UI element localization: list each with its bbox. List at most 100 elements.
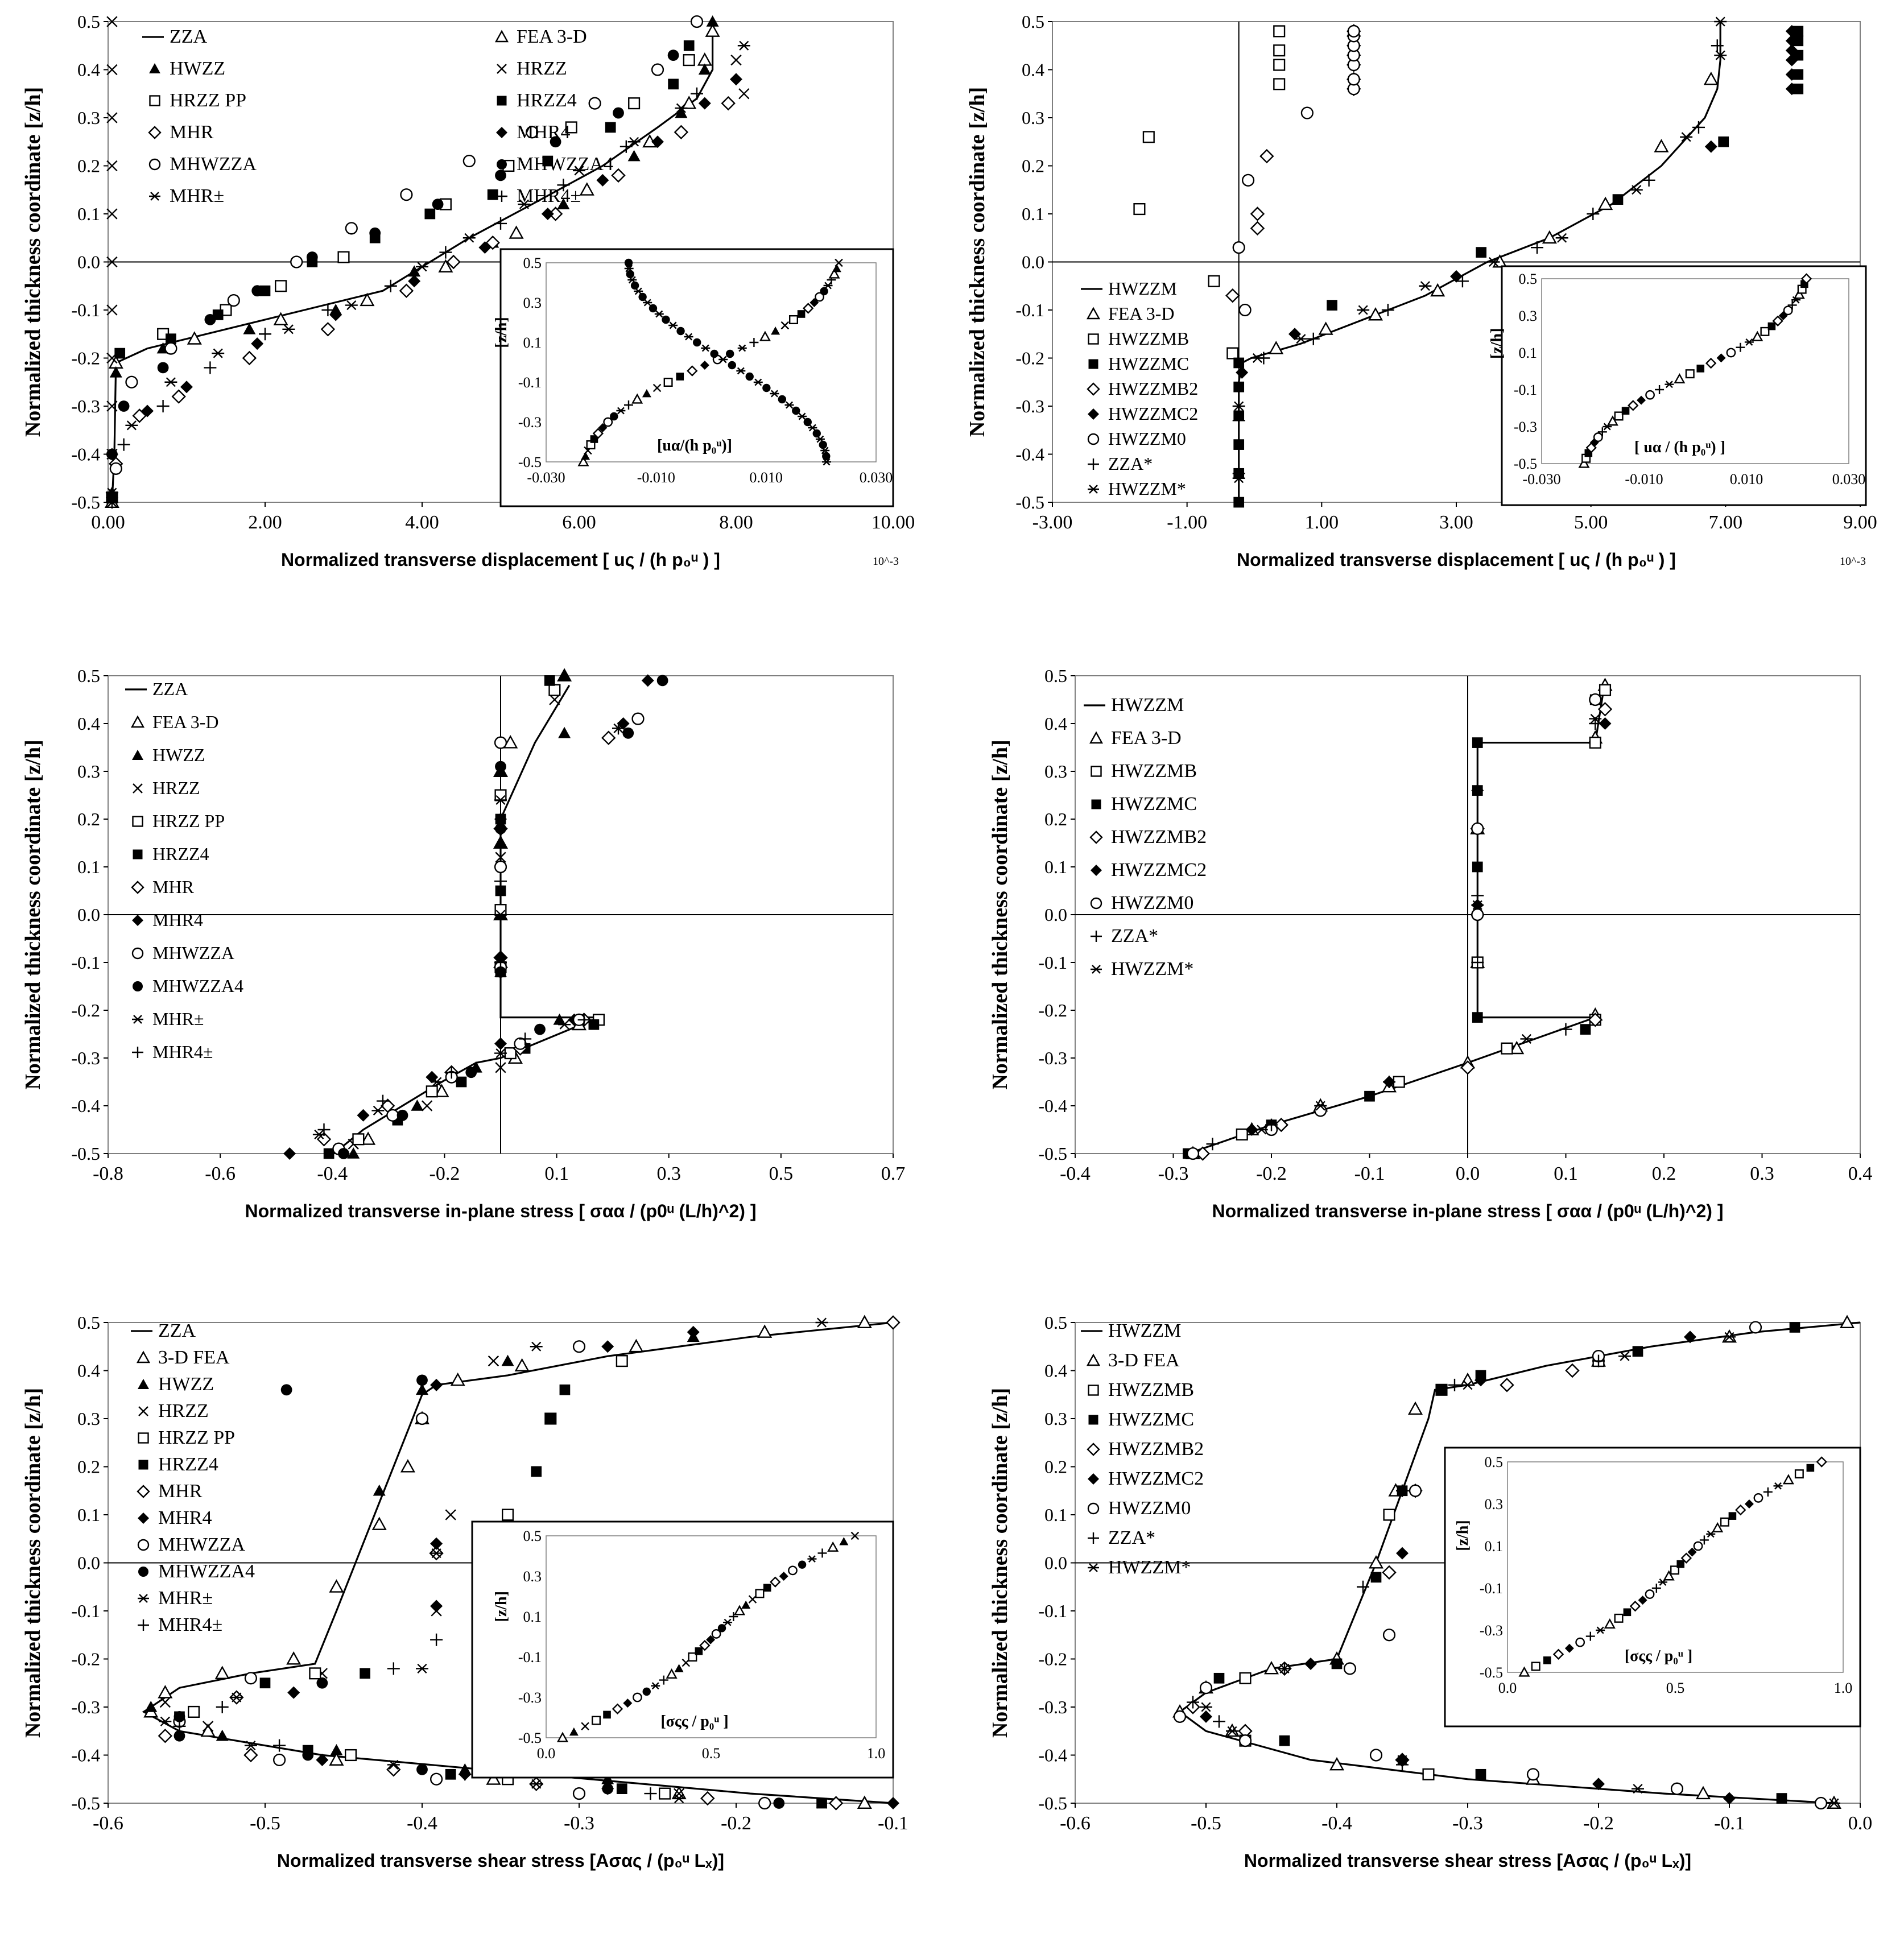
- data-point: [601, 1340, 614, 1353]
- inset-data-point: [1693, 1541, 1703, 1551]
- inset-y-tick-label: 0.5: [523, 255, 542, 271]
- legend-label: HRZZ PP: [152, 811, 225, 831]
- legend-item: HWZZ: [149, 58, 225, 79]
- inset-data-point: [1699, 1535, 1709, 1545]
- data-point: [109, 462, 122, 475]
- x-tick-label: -0.4: [1321, 1813, 1352, 1834]
- data-point: [1370, 1572, 1382, 1583]
- data-point: [329, 308, 342, 321]
- data-point: [1692, 121, 1705, 134]
- y-axis-label: Normalized thickness coordinate [z/h]: [21, 1388, 45, 1738]
- data-point: [320, 322, 336, 337]
- data-point: [1357, 305, 1370, 315]
- data-point: [309, 1667, 321, 1680]
- data-point: [445, 1768, 456, 1780]
- inset-data-point: [1696, 365, 1705, 373]
- data-point: [495, 885, 506, 896]
- legend-label: HWZZM0: [1108, 428, 1186, 449]
- legend-swatch: [138, 1567, 148, 1577]
- data-point: [641, 674, 654, 687]
- legend-label: MHR4±: [517, 185, 581, 206]
- inset-data-point: [1606, 415, 1618, 426]
- data-point: [1304, 1657, 1317, 1670]
- data-point: [1500, 1378, 1514, 1392]
- inset-data-point: [687, 365, 698, 377]
- data-point: [1723, 1332, 1736, 1342]
- y-tick-label: 0.1: [77, 1505, 100, 1525]
- legend-label: FEA 3-D: [152, 712, 218, 732]
- x-tick-label: -0.1: [1714, 1813, 1745, 1834]
- data-point: [596, 173, 609, 187]
- x-tick-label: 1.00: [1305, 512, 1339, 533]
- data-point: [700, 1791, 715, 1806]
- inset-data-point: [1744, 1499, 1754, 1509]
- data-point: [445, 1066, 458, 1079]
- data-point: [1580, 1024, 1591, 1035]
- data-point: [312, 1129, 325, 1139]
- inset-data-point: [1794, 1469, 1804, 1479]
- inset-x-tick-label: 0.030: [860, 469, 893, 486]
- data-point: [1618, 1351, 1631, 1361]
- y-axis-label: Normalized thickness coordinate [z/h]: [21, 739, 45, 1089]
- data-point: [426, 1085, 438, 1098]
- data-point: [159, 1716, 172, 1726]
- data-point: [612, 722, 625, 735]
- data-point: [416, 1763, 428, 1775]
- data-point: [187, 1705, 200, 1718]
- data-point: [132, 408, 147, 423]
- inset-data-point: [1787, 300, 1797, 310]
- y-tick-label: -0.4: [1015, 444, 1044, 465]
- inset-data-point: [792, 406, 800, 415]
- legend-label: HWZZMC2: [1111, 859, 1207, 881]
- legend-item: ZZA: [142, 26, 208, 47]
- legend-label: HWZZM0: [1111, 892, 1193, 914]
- data-point: [345, 222, 358, 235]
- legend-label: FEA 3-D: [517, 26, 587, 47]
- chart-panel-p3: -0.5 -0.4 -0.3 -0.2 -0.1 0.0 0.1 0.2 0.3 0.4 0.5 -0…: [21, 666, 905, 1221]
- data-point: [616, 1355, 628, 1367]
- data-point: [1369, 1749, 1383, 1762]
- y-tick-label: -0.5: [71, 492, 100, 513]
- data-point: [1555, 233, 1568, 243]
- y-tick-label: 0.2: [77, 156, 100, 176]
- data-point: [1749, 1321, 1762, 1334]
- data-point: [1251, 353, 1264, 363]
- data-point: [773, 1797, 785, 1809]
- data-point: [530, 1779, 543, 1789]
- inset-data-point: [610, 412, 618, 421]
- data-point: [158, 1729, 173, 1743]
- chart-panel-p1: -0.5 -0.4 -0.3 -0.2 -0.1 0.0 0.1 0.2 0.3 0.4 0.5 0.…: [21, 11, 915, 570]
- data-point: [1233, 357, 1245, 369]
- data-point: [1475, 1374, 1487, 1387]
- legend-label: ZZA*: [1111, 925, 1158, 947]
- legend-label: MHR4±: [152, 1042, 213, 1062]
- legend-label: HWZZMC: [1108, 1409, 1194, 1430]
- x-tick-label: -0.2: [1256, 1163, 1287, 1184]
- inset-data-point: [823, 282, 833, 290]
- y-tick-label: -0.3: [1015, 396, 1044, 416]
- legend-item: HWZZMB: [1088, 328, 1189, 349]
- legend-label: HWZZM*: [1108, 478, 1186, 499]
- data-point: [1526, 1768, 1540, 1781]
- data-point: [1520, 1034, 1533, 1044]
- data-point: [317, 1123, 331, 1136]
- inset-y-tick-label: 0.1: [523, 1609, 542, 1625]
- data-point: [1250, 206, 1265, 221]
- data-point: [445, 1509, 456, 1520]
- data-point: [373, 1484, 386, 1496]
- inset-data-point: [674, 1664, 684, 1672]
- inset-data-point: [737, 344, 747, 352]
- x-axis-label: Normalized transverse in-plane stress [ …: [1212, 1201, 1723, 1221]
- series-3-d-fea: [143, 1315, 872, 1809]
- data-point: [494, 875, 507, 888]
- inset-data-point: [771, 327, 780, 335]
- inset-x-tick-label: 0.0: [537, 1745, 556, 1762]
- inset-data-point: [556, 1731, 569, 1742]
- legend-swatch: [130, 715, 145, 728]
- data-point: [1448, 1378, 1461, 1391]
- x-tick-label: -0.4: [317, 1163, 348, 1184]
- data-point: [141, 404, 154, 418]
- data-point: [302, 1749, 314, 1761]
- inset-data-point: [1806, 1464, 1815, 1472]
- inset-data-point: [612, 1703, 623, 1714]
